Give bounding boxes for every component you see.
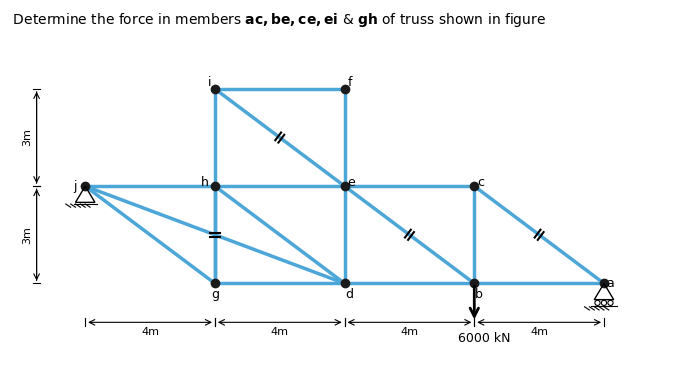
Text: 4m: 4m (400, 327, 419, 337)
Text: h: h (201, 176, 209, 189)
Text: b: b (475, 288, 483, 301)
Text: 4m: 4m (271, 327, 289, 337)
Text: d: d (345, 288, 353, 301)
Text: Determine the force in members $\bf{ac,be,ce,ei}$ & $\bf{gh}$ of truss shown in : Determine the force in members $\bf{ac,b… (4, 10, 546, 29)
Text: 4m: 4m (141, 327, 159, 337)
Text: 3m: 3m (22, 226, 32, 244)
Text: j: j (74, 180, 77, 193)
Text: 4m: 4m (530, 327, 548, 337)
Text: a: a (606, 277, 614, 290)
Text: g: g (211, 288, 219, 301)
Text: 6000 kN: 6000 kN (458, 332, 510, 345)
Text: f: f (347, 76, 352, 89)
Text: i: i (209, 76, 212, 89)
Text: c: c (477, 176, 485, 189)
Text: e: e (347, 176, 355, 189)
Text: 3m: 3m (22, 128, 32, 146)
